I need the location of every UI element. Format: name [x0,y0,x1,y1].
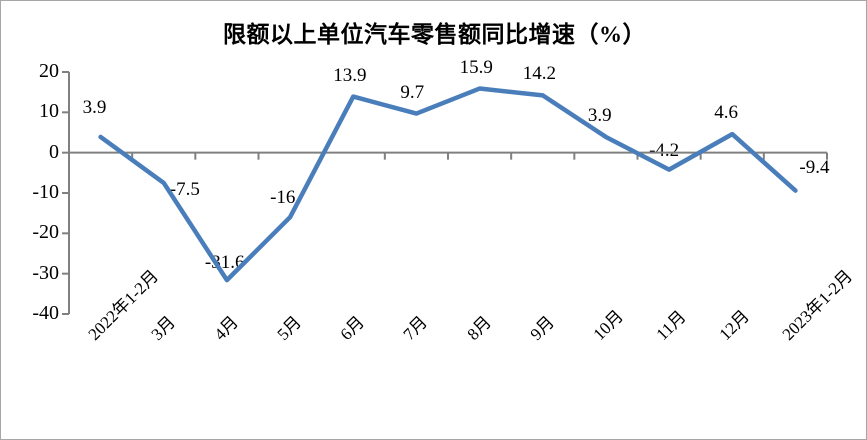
x-axis [68,151,828,160]
data-point-label: 9.7 [400,81,425,103]
y-axis-tick-label: -20 [32,221,59,244]
data-point-label: -7.5 [169,178,200,200]
data-point-label: 14.2 [522,63,556,85]
chart-title: 限额以上单位汽车零售额同比增速（%） [223,22,646,47]
data-point-label: 3.9 [587,104,612,126]
series-line [98,86,798,283]
y-axis-tick-label: 20 [39,60,59,82]
y-axis-tick-label: -30 [32,261,59,284]
data-series-line [98,86,798,283]
data-point-label: 4.6 [714,102,738,124]
y-axis [62,71,70,315]
data-point-label: -9.4 [799,156,830,178]
y-axis-tick-label: 0 [49,140,59,163]
y-axis-tick-label: -10 [32,181,59,203]
data-point-label: -4.2 [649,139,680,161]
data-point-label: 13.9 [333,64,367,86]
y-axis-tick-label: -40 [32,302,59,324]
y-axis-tick-label: 10 [39,100,59,123]
data-point-label: 3.9 [82,96,107,118]
data-point-label: 15.9 [459,56,493,78]
data-point-label: -16 [270,187,296,209]
